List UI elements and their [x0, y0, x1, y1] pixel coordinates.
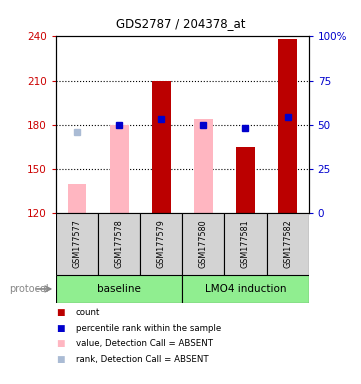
- Text: rank, Detection Call = ABSENT: rank, Detection Call = ABSENT: [76, 354, 208, 364]
- Text: GSM177580: GSM177580: [199, 220, 208, 268]
- Bar: [110, 125, 129, 213]
- Bar: [98, 213, 140, 275]
- Text: protocol: protocol: [9, 284, 49, 294]
- Text: GDS2787 / 204378_at: GDS2787 / 204378_at: [116, 17, 245, 30]
- Text: value, Detection Call = ABSENT: value, Detection Call = ABSENT: [76, 339, 213, 348]
- Bar: [56, 213, 98, 275]
- Bar: [266, 213, 309, 275]
- Text: ■: ■: [56, 339, 65, 348]
- Text: GSM177577: GSM177577: [73, 219, 82, 268]
- Bar: [182, 213, 225, 275]
- Bar: [140, 213, 182, 275]
- Text: LMO4 induction: LMO4 induction: [205, 284, 286, 294]
- Text: GSM177579: GSM177579: [157, 219, 166, 268]
- Bar: [56, 275, 182, 303]
- Text: GSM177582: GSM177582: [283, 220, 292, 268]
- Text: ■: ■: [56, 308, 65, 318]
- Text: count: count: [76, 308, 100, 318]
- Bar: [182, 275, 309, 303]
- Bar: [152, 81, 171, 213]
- Bar: [194, 119, 213, 213]
- Text: GSM177581: GSM177581: [241, 220, 250, 268]
- Text: percentile rank within the sample: percentile rank within the sample: [76, 324, 221, 333]
- Text: ■: ■: [56, 324, 65, 333]
- Text: baseline: baseline: [97, 284, 141, 294]
- Text: GSM177578: GSM177578: [115, 220, 123, 268]
- Text: ■: ■: [56, 354, 65, 364]
- Bar: [68, 184, 87, 213]
- Bar: [225, 213, 266, 275]
- Bar: [236, 147, 255, 213]
- Bar: [278, 40, 297, 213]
